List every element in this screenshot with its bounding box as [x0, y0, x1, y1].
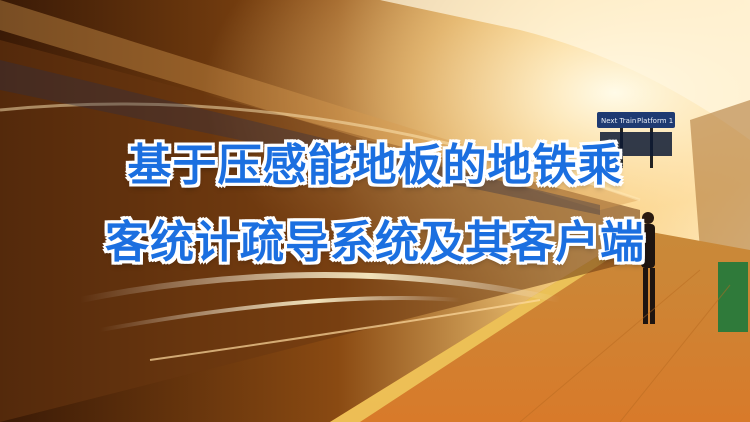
sign-label-platform: Platform 1 — [637, 117, 673, 125]
person-silhouette — [641, 212, 655, 324]
sign-label-next-train: Next Train — [601, 117, 636, 125]
headline-line-1: 基于压感能地板的地铁乘 — [127, 140, 623, 191]
headline-line-2: 客统计疏导系统及其客户端 — [105, 217, 645, 268]
green-bin — [718, 262, 748, 332]
next-train-sign: Next Train Platform 1 — [597, 112, 675, 168]
